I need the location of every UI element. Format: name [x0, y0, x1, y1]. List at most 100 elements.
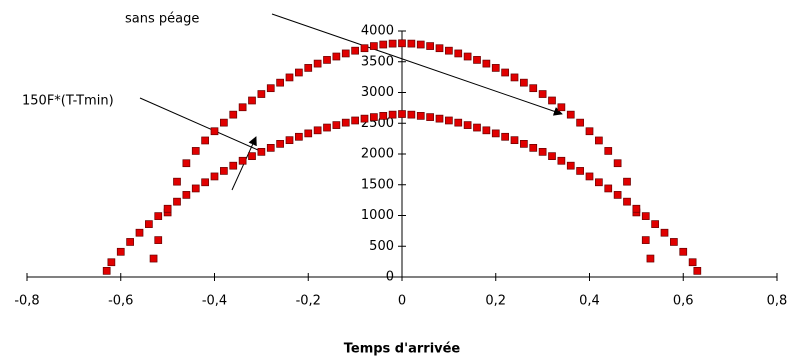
point: [145, 220, 153, 228]
point: [313, 126, 322, 135]
point: [154, 212, 163, 220]
x-tick-label: 0,8: [767, 294, 788, 309]
x-tick-label: 0,4: [579, 294, 600, 309]
point: [529, 144, 538, 152]
point: [407, 110, 416, 119]
point: [201, 178, 209, 187]
point: [557, 156, 566, 165]
point: [693, 267, 702, 275]
point: [379, 40, 388, 49]
y-tick-label: 4000: [361, 24, 394, 39]
point: [613, 191, 622, 199]
point: [332, 52, 341, 61]
point: [482, 126, 491, 135]
annotation: sans péage: [125, 12, 199, 27]
point: [426, 42, 434, 50]
point: [566, 110, 575, 119]
point: [407, 39, 416, 48]
point: [323, 56, 331, 64]
point: [445, 116, 453, 125]
point: [210, 127, 219, 136]
point: [595, 136, 603, 145]
point: [660, 228, 669, 237]
point: [379, 112, 388, 120]
point: [201, 136, 209, 145]
point: [191, 184, 200, 193]
x-tick-label: 0: [398, 294, 406, 309]
point: [454, 118, 463, 127]
point: [154, 236, 163, 244]
point: [276, 140, 284, 148]
point: [651, 220, 659, 228]
point: [604, 184, 613, 193]
point: [163, 204, 172, 213]
point: [257, 90, 266, 98]
point: [182, 159, 191, 168]
point: [248, 96, 256, 105]
point: [304, 129, 313, 138]
point: [323, 123, 331, 132]
point: [341, 118, 350, 127]
point: [557, 103, 566, 112]
point: [585, 172, 594, 181]
point: [445, 46, 453, 55]
point: [388, 39, 397, 48]
point: [501, 132, 509, 141]
point: [623, 197, 631, 206]
point: [116, 247, 125, 256]
point: [473, 123, 481, 132]
point: [398, 110, 406, 118]
point: [538, 147, 547, 156]
y-tick-label: 3000: [361, 85, 394, 100]
point: [220, 167, 228, 175]
y-tick-label: 3500: [361, 54, 394, 69]
point: [370, 113, 378, 121]
point: [238, 103, 247, 112]
point: [585, 127, 594, 136]
point: [632, 204, 641, 213]
point: [266, 144, 275, 152]
point: [435, 44, 444, 53]
x-tick-label: 0,2: [485, 294, 506, 309]
point: [566, 161, 575, 170]
point: [360, 44, 369, 53]
point: [191, 147, 200, 155]
point: [229, 161, 238, 170]
point: [351, 46, 359, 55]
point: [257, 147, 266, 156]
point: [641, 236, 650, 244]
point: [370, 42, 378, 50]
point: [688, 258, 697, 267]
point: [463, 52, 472, 61]
y-tick-label: 0: [386, 270, 394, 285]
point: [646, 254, 655, 263]
point: [548, 96, 556, 105]
point: [135, 228, 144, 237]
point: [332, 121, 341, 129]
point: [510, 136, 519, 145]
annotation-arrow: [271, 13, 563, 116]
point: [126, 238, 134, 246]
point: [576, 167, 584, 175]
point: [102, 267, 111, 275]
annotation-line: [139, 97, 259, 151]
point: [416, 112, 425, 120]
point: [520, 78, 528, 87]
point: [285, 136, 294, 145]
point: [285, 73, 294, 82]
point: [482, 59, 491, 68]
point: [220, 118, 228, 127]
point: [454, 49, 463, 58]
point: [435, 114, 444, 123]
point: [613, 159, 622, 168]
point: [501, 68, 509, 77]
point: [238, 156, 247, 165]
x-tick-label: -0,4: [202, 294, 227, 309]
point: [670, 238, 678, 246]
point: [679, 247, 688, 256]
point: [276, 78, 284, 87]
point: [210, 172, 219, 181]
point: [491, 129, 500, 138]
point: [295, 68, 303, 77]
